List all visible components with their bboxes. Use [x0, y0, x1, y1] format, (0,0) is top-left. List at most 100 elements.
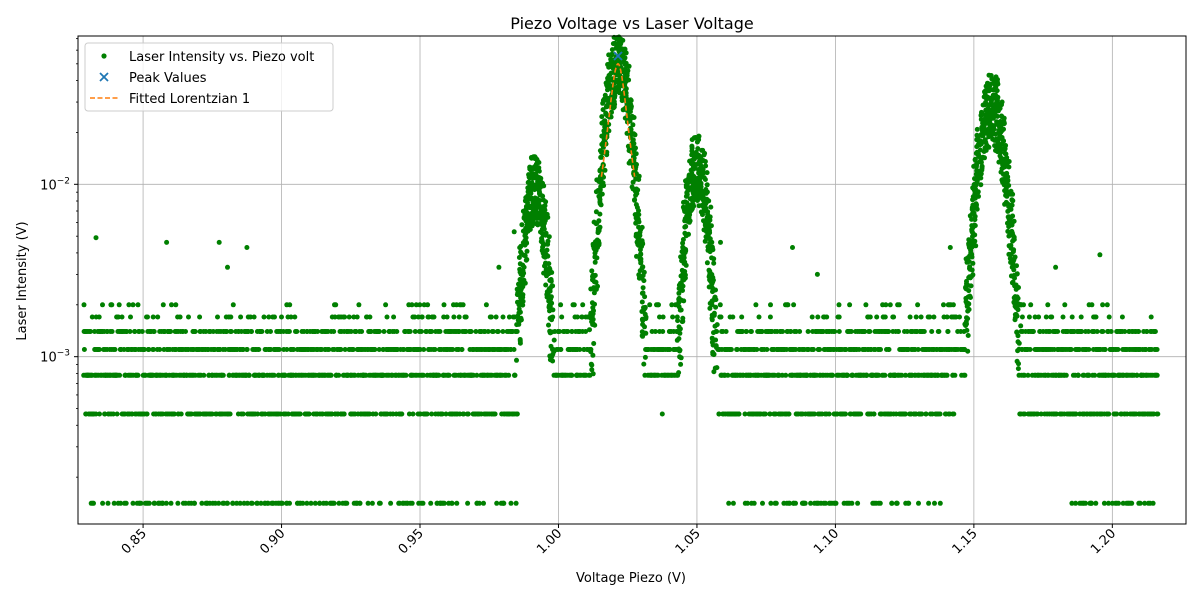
- scatter-point: [1086, 347, 1092, 352]
- scatter-point: [169, 302, 174, 308]
- scatter-point: [623, 50, 629, 56]
- scatter-point: [972, 238, 978, 244]
- scatter-point: [115, 314, 121, 320]
- scatter-point: [254, 500, 260, 506]
- scatter-point: [863, 302, 869, 308]
- scatter-point: [592, 272, 598, 278]
- scatter-point: [492, 411, 498, 417]
- scatter-point: [969, 228, 975, 234]
- scatter-point: [183, 329, 188, 334]
- scatter-point: [279, 314, 284, 320]
- scatter-point: [373, 411, 379, 417]
- scatter-point: [543, 199, 549, 205]
- scatter-point: [709, 272, 715, 277]
- scatter-point: [151, 329, 157, 334]
- scatter-point: [823, 500, 828, 506]
- scatter-point: [826, 411, 832, 417]
- scatter-point: [463, 314, 469, 320]
- scatter-point: [589, 268, 595, 274]
- scatter-point: [111, 500, 117, 506]
- scatter-point: [627, 117, 633, 122]
- scatter-point: [123, 500, 129, 506]
- scatter-point: [1036, 314, 1042, 320]
- scatter-point: [745, 500, 750, 506]
- scatter-point: [1038, 411, 1044, 417]
- scatter-point: [1148, 314, 1154, 320]
- scatter-point: [1049, 314, 1055, 320]
- scatter-point: [512, 372, 518, 378]
- scatter-point: [446, 372, 452, 378]
- scatter-point: [135, 372, 141, 378]
- scatter-point: [1154, 347, 1160, 352]
- scatter-point: [391, 314, 397, 320]
- scatter-point: [357, 500, 363, 506]
- scatter-point: [639, 299, 645, 305]
- scatter-point: [597, 199, 603, 205]
- scatter-point: [517, 309, 523, 315]
- scatter-point: [968, 283, 974, 289]
- scatter-point: [786, 411, 792, 417]
- scatter-point: [994, 113, 1000, 119]
- scatter-point: [542, 203, 548, 209]
- scatter-point: [163, 500, 169, 506]
- scatter-point: [670, 314, 676, 320]
- scatter-point: [521, 264, 527, 270]
- scatter-point: [973, 243, 979, 249]
- scatter-point: [964, 327, 970, 333]
- scatter-point: [209, 411, 215, 417]
- scatter-point: [1089, 500, 1094, 506]
- scatter-point: [1004, 155, 1010, 161]
- scatter-point: [726, 500, 732, 506]
- scatter-point: [926, 500, 932, 506]
- scatter-point: [524, 240, 530, 246]
- scatter-point: [639, 224, 645, 230]
- scatter-point: [96, 314, 102, 320]
- scatter-point: [768, 302, 773, 308]
- scatter-point: [251, 314, 257, 320]
- scatter-point: [791, 302, 797, 308]
- scatter-point: [1150, 411, 1156, 417]
- scatter-point: [974, 126, 980, 132]
- scatter-point: [1086, 372, 1092, 378]
- scatter-point: [157, 347, 163, 352]
- scatter-point: [569, 372, 575, 378]
- scatter-point: [483, 302, 489, 308]
- scatter-point: [630, 140, 636, 146]
- scatter-point: [110, 411, 116, 417]
- scatter-point: [1094, 329, 1100, 334]
- scatter-point: [291, 347, 297, 352]
- scatter-point: [862, 329, 868, 334]
- legend-marker-scatter: [101, 53, 107, 59]
- scatter-point: [118, 500, 124, 506]
- scatter-point: [500, 314, 506, 320]
- scatter-point: [916, 500, 921, 506]
- scatter-point: [598, 177, 604, 183]
- scatter-point: [599, 191, 605, 197]
- scatter-point: [192, 500, 197, 506]
- legend-label-fit: Fitted Lorentzian 1: [129, 92, 250, 107]
- scatter-point: [177, 314, 183, 320]
- scatter-point: [109, 329, 115, 334]
- scatter-point: [173, 302, 179, 308]
- scatter-point: [300, 500, 306, 506]
- scatter-point: [704, 197, 710, 203]
- scatter-point: [711, 352, 717, 358]
- scatter-point: [451, 314, 457, 320]
- scatter-point: [876, 372, 882, 378]
- scatter-point: [626, 104, 632, 110]
- scatter-point: [760, 500, 765, 506]
- scatter-point: [858, 411, 864, 417]
- scatter-point: [1085, 329, 1091, 334]
- scatter-point: [557, 329, 562, 334]
- scatter-point: [975, 189, 981, 195]
- scatter-point: [415, 314, 421, 320]
- x-axis-ticks: 0.85 0.90 0.95 1.00 1.05 1.10 1.15 1.20: [119, 524, 1119, 557]
- scatter-point: [655, 372, 661, 378]
- scatter-point: [265, 500, 271, 506]
- scatter-point: [1006, 183, 1012, 188]
- scatter-point: [1054, 411, 1059, 417]
- scatter-point: [1078, 314, 1084, 320]
- scatter-point: [804, 372, 810, 378]
- scatter-point: [1089, 302, 1095, 308]
- x-tick-label: 1.05: [673, 526, 704, 557]
